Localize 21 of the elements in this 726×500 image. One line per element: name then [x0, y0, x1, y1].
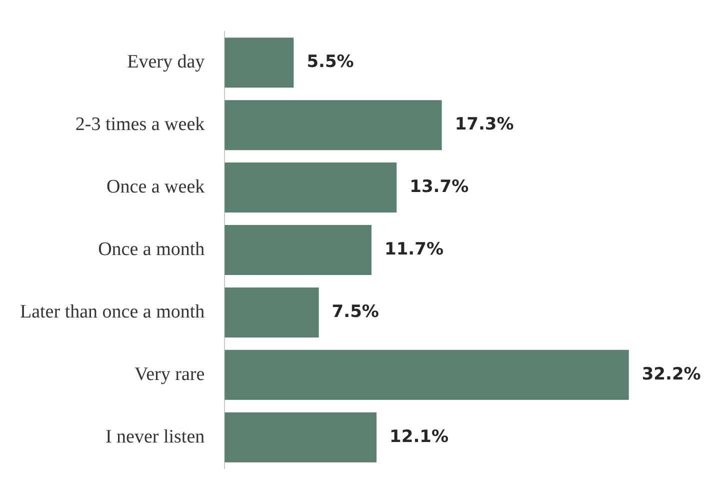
- y-tick-label: Very rare: [134, 364, 205, 385]
- y-tick-label: Once a week: [106, 176, 206, 198]
- y-tick-label: Later than once a month: [20, 301, 206, 322]
- bar: [224, 225, 372, 275]
- y-tick-label: Every day: [127, 52, 206, 73]
- bar: [224, 162, 397, 213]
- bar: [224, 287, 319, 338]
- data-label: 5.5%: [306, 52, 354, 72]
- y-tick-label: Once a month: [98, 238, 206, 260]
- bar: [224, 100, 442, 150]
- data-label: 32.2%: [642, 364, 701, 384]
- bar: [224, 412, 377, 462]
- data-label: 12.1%: [390, 426, 449, 447]
- bar: [224, 38, 294, 88]
- bar: [224, 350, 629, 400]
- data-label: 17.3%: [454, 114, 514, 135]
- data-label: 13.7%: [410, 176, 469, 197]
- y-tick-label: 2-3 times a week: [75, 114, 206, 136]
- data-label: 11.7%: [384, 239, 444, 260]
- data-label: 7.5%: [332, 302, 379, 322]
- y-tick-label: I never listen: [105, 426, 206, 448]
